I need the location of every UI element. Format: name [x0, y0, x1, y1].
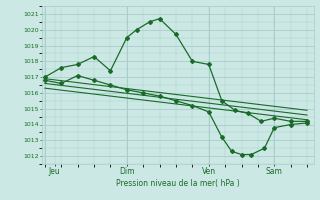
X-axis label: Pression niveau de la mer( hPa ): Pression niveau de la mer( hPa ): [116, 179, 239, 188]
